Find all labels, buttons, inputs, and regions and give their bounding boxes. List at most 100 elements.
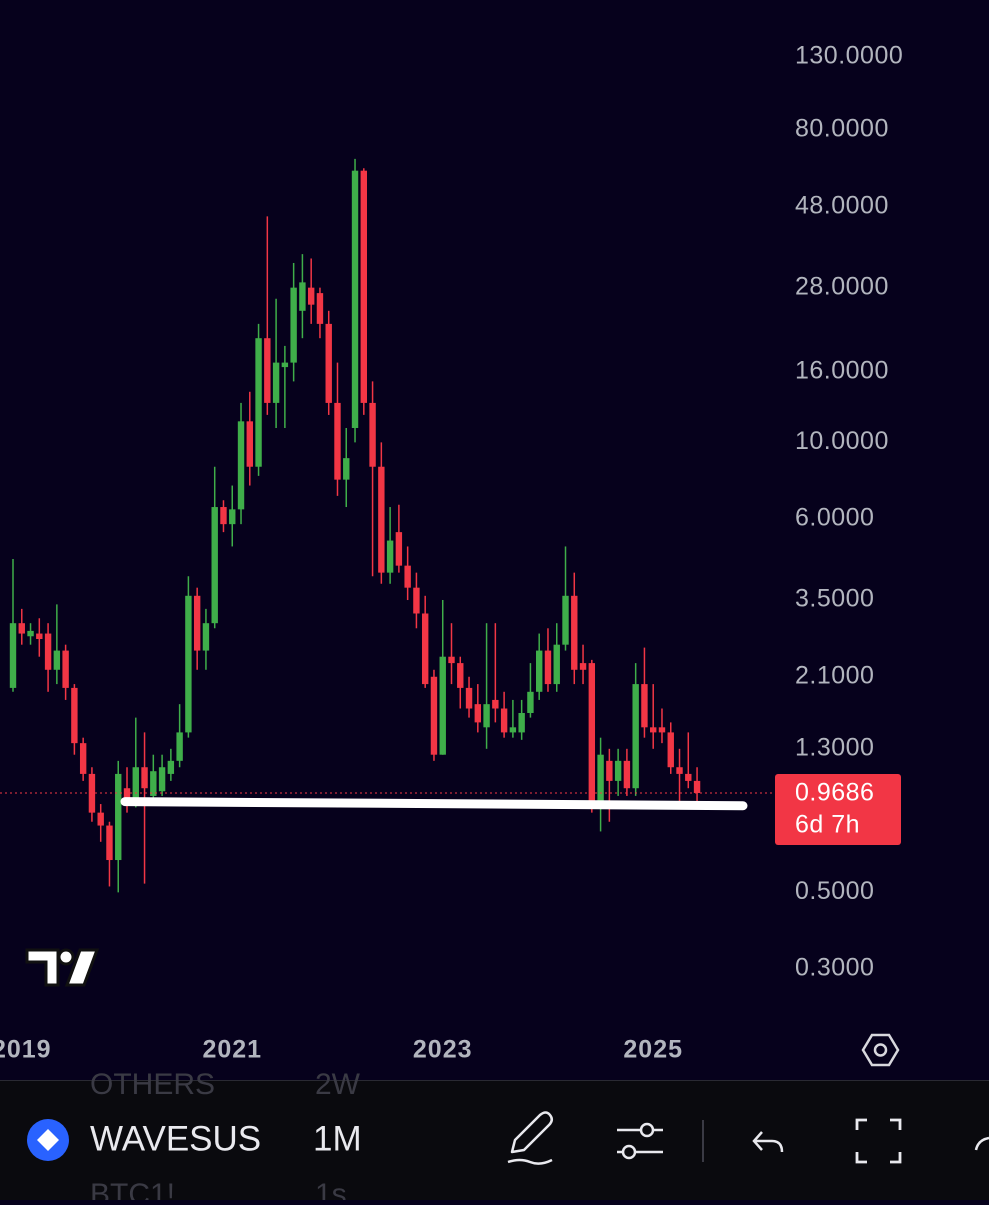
ghost-symbol: BTC1! [90, 1178, 175, 1200]
candle-body [693, 780, 701, 794]
last-price-badge [775, 774, 901, 846]
candle-body [185, 595, 192, 733]
candle-body [202, 623, 210, 651]
candle-body [421, 613, 429, 685]
candle-body [404, 565, 411, 588]
candle-body [18, 623, 25, 634]
y-tick-label: 80.0000 [795, 115, 889, 143]
x-tick-label: 2025 [623, 1036, 683, 1064]
candle-body [71, 687, 78, 744]
candle-body [220, 507, 227, 525]
y-tick-label: 3.5000 [795, 585, 874, 613]
candle-body [53, 650, 61, 670]
candle-body [132, 767, 139, 801]
candle-body [544, 650, 552, 685]
candle-body [115, 773, 122, 861]
candle-body [527, 691, 534, 713]
y-tick-label: 1.3000 [795, 733, 874, 761]
x-tick-label: 2021 [202, 1036, 262, 1064]
candle-body [483, 704, 490, 728]
candle-body [500, 708, 508, 733]
candle-body [641, 684, 648, 728]
settings-button[interactable] [861, 1033, 900, 1067]
candle-body [176, 732, 183, 761]
candle-body [325, 323, 332, 403]
candle-body [343, 458, 350, 480]
candle-body [474, 704, 482, 723]
candle-body [614, 760, 622, 781]
more-button[interactable] [974, 1136, 989, 1151]
candle-body [386, 540, 394, 573]
candle-body [167, 760, 175, 774]
candle-body [378, 466, 385, 573]
candle-body [211, 507, 218, 624]
symbol-button[interactable]: WAVESUS [90, 1119, 261, 1158]
candle-body [106, 825, 113, 861]
candle-body [229, 509, 236, 525]
candle-body [79, 743, 87, 774]
candle-body [667, 732, 674, 768]
candle-body [579, 663, 587, 670]
candle-body [150, 771, 157, 796]
toolbar-background [0, 1080, 989, 1200]
ghost-symbol: OTHERS [90, 1068, 215, 1101]
candle-body [97, 812, 104, 826]
candle-body [123, 788, 131, 805]
y-tick-label: 130.0000 [795, 42, 903, 70]
candle-body [413, 587, 420, 614]
candle-body [562, 595, 569, 645]
candle-body [465, 687, 473, 709]
draw-button[interactable] [507, 1111, 553, 1165]
candle-body [290, 287, 297, 363]
ghost-interval: 2W [315, 1068, 361, 1101]
candle-body [369, 402, 376, 467]
x-tick-label: 2019 [0, 1036, 52, 1064]
candle-body [360, 170, 367, 403]
candle-body [272, 362, 280, 403]
candle-body [650, 727, 657, 733]
candle-body [597, 754, 604, 805]
candle-body [281, 362, 289, 368]
interval-button[interactable]: 1M [313, 1119, 362, 1158]
y-tick-label: 16.0000 [795, 356, 889, 384]
candle-body [193, 595, 201, 651]
candle-body [439, 656, 446, 755]
candle-body [62, 650, 69, 688]
candle-body [158, 767, 166, 792]
ghost-interval: 1s [315, 1178, 347, 1200]
candle-body [307, 287, 315, 305]
candle-body [27, 630, 34, 637]
chart-background [0, 0, 989, 1080]
candle-body [536, 650, 543, 692]
candle-body [606, 760, 613, 781]
undo-button[interactable] [752, 1131, 784, 1153]
candle-body [685, 773, 692, 781]
candle-body [658, 727, 666, 733]
indicators-button[interactable] [617, 1122, 663, 1160]
candle-body [36, 633, 43, 640]
candle-body [141, 767, 148, 789]
candle-body [430, 676, 438, 755]
candle-body [457, 663, 464, 688]
candle-body [255, 338, 262, 467]
candle-body [316, 293, 324, 324]
candle-body [518, 712, 525, 733]
fullscreen-button[interactable] [855, 1118, 902, 1164]
y-tick-label: 0.5000 [795, 877, 874, 905]
candle-body [351, 170, 359, 429]
candle-body [632, 684, 639, 789]
candle-body [44, 633, 52, 670]
y-tick-label: 28.0000 [795, 272, 889, 300]
candle-body [334, 402, 341, 480]
candle-body [492, 699, 499, 709]
candle-body [246, 421, 253, 467]
logo [25, 948, 100, 987]
x-tick-label: 2023 [413, 1036, 473, 1064]
symbol-icon[interactable] [27, 1119, 69, 1161]
candle-body [571, 595, 578, 670]
y-tick-label: 6.0000 [795, 504, 874, 532]
support-line [120, 797, 748, 811]
countdown-label: 6d 7h [795, 811, 860, 839]
candle-body [676, 767, 683, 774]
